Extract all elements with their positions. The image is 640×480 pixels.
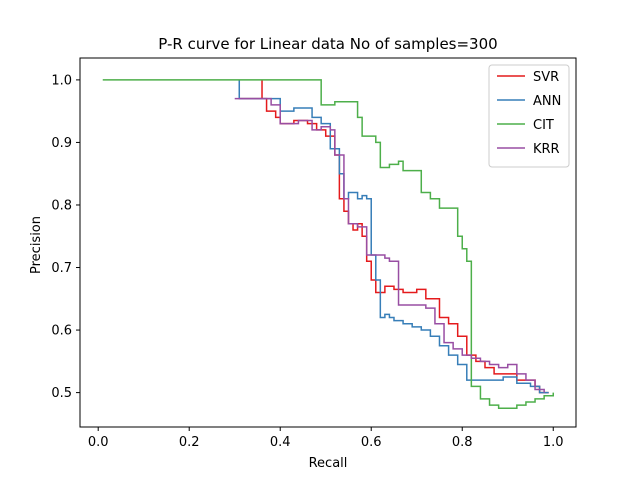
x-tick-label: 0.2 [179, 435, 200, 450]
legend-label-svr: SVR [533, 70, 559, 85]
plot-frame [79, 57, 577, 428]
x-tick-label: 0.6 [361, 435, 382, 450]
x-tick-label: 1.0 [543, 435, 564, 450]
series-layer [102, 79, 554, 409]
y-tick-label: 0.6 [51, 324, 72, 339]
legend: SVR ANN CIT KRR [488, 64, 570, 168]
legend-box [488, 64, 570, 168]
x-axis-title: Recall [309, 456, 348, 471]
y-tick-label: 0.9 [51, 136, 72, 151]
y-axis: 0.5 0.6 0.7 0.8 0.9 1.0 [51, 73, 80, 401]
y-tick-label: 1.0 [51, 73, 72, 88]
series-line-cit [102, 79, 554, 409]
x-axis: 0.0 0.2 0.4 0.6 0.8 1.0 [88, 427, 564, 450]
y-tick-label: 0.8 [51, 198, 72, 213]
x-tick-label: 0.4 [270, 435, 291, 450]
x-tick-label: 0.0 [88, 435, 109, 450]
y-axis-title: Precision [29, 216, 44, 274]
x-tick-label: 0.8 [452, 435, 473, 450]
legend-label-cit: CIT [533, 118, 554, 133]
y-tick-label: 0.7 [51, 261, 72, 276]
series-line-ann [238, 79, 549, 394]
chart-title: P-R curve for Linear data No of samples=… [158, 35, 497, 53]
legend-label-ann: ANN [533, 94, 561, 109]
series-line-krr [234, 97, 545, 393]
y-tick-label: 0.5 [51, 386, 72, 401]
legend-label-krr: KRR [533, 142, 560, 157]
